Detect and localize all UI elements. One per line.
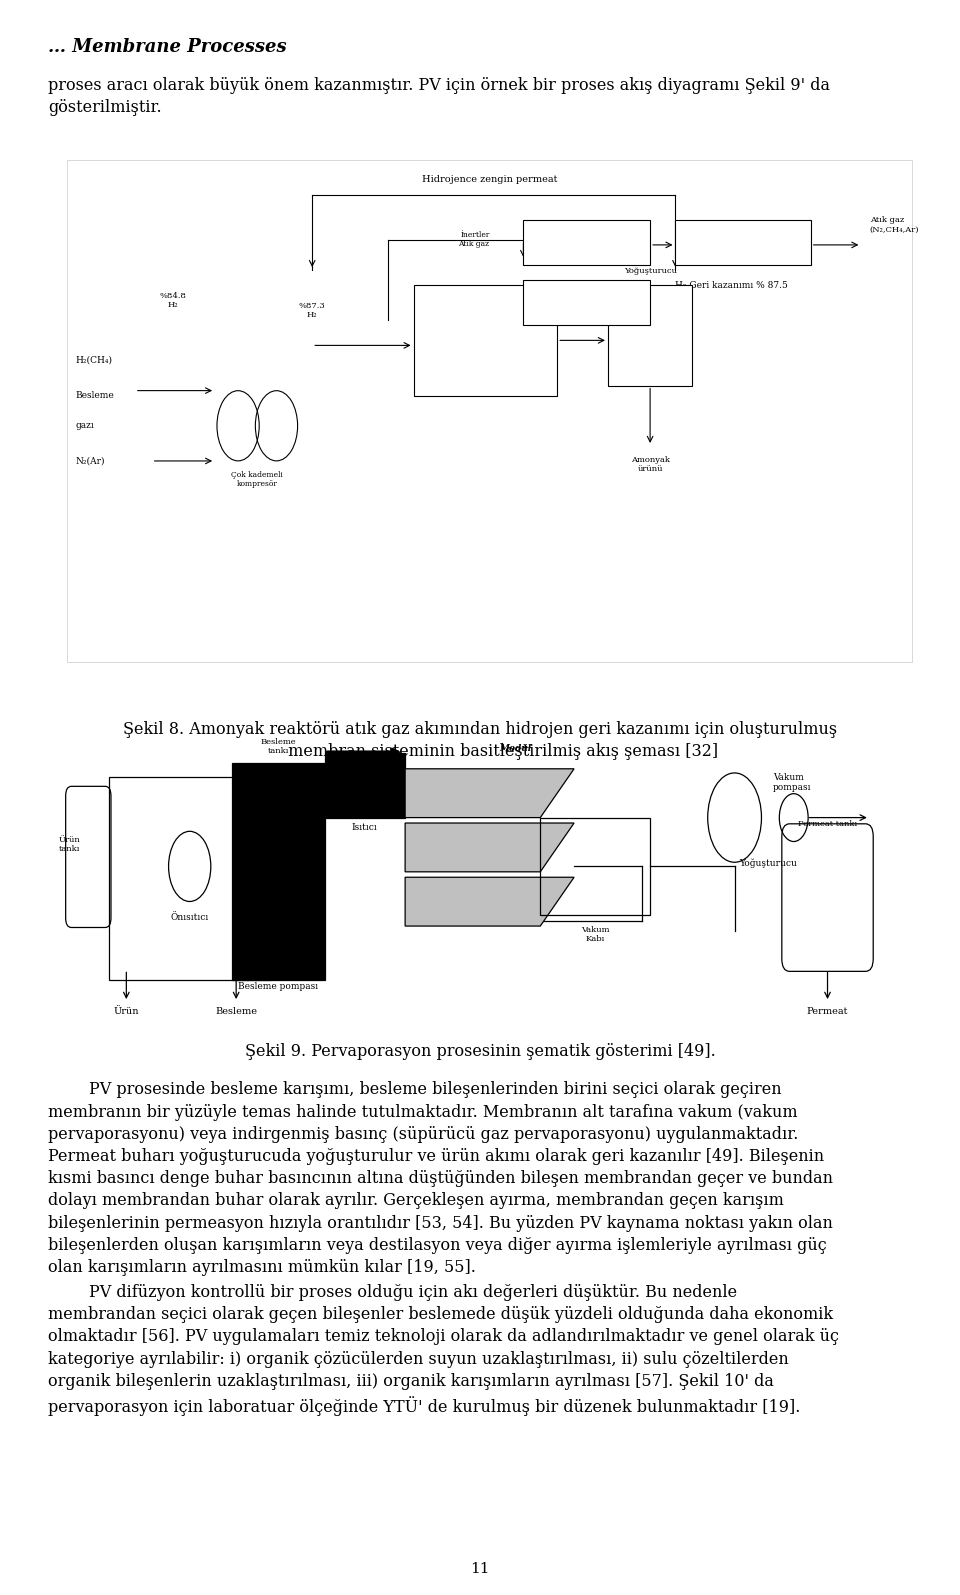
Text: Şekil 8. Amonyak reaktörü atık gaz akımından hidrojen geri kazanımı için oluştur: Şekil 8. Amonyak reaktörü atık gaz akımı… [123,721,837,761]
Polygon shape [405,823,574,872]
Text: PV prosesinde besleme karışımı, besleme bileşenlerinden birini seçici olarak geç: PV prosesinde besleme karışımı, besleme … [48,1081,833,1276]
Text: Besleme: Besleme [215,1008,257,1016]
Text: Besleme
tankı: Besleme tankı [260,738,297,756]
FancyBboxPatch shape [232,764,324,981]
Text: %62 H₂: %62 H₂ [532,286,561,293]
Text: Modül: Modül [499,745,531,753]
Text: PV difüzyon kontrollü bir proses olduğu için akı değerleri düşüktür. Bu nedenle
: PV difüzyon kontrollü bir proses olduğu … [48,1284,839,1416]
Text: Atık gaz
(N₂,CH₄,Ar): Atık gaz (N₂,CH₄,Ar) [870,217,920,233]
Text: N₂(Ar): N₂(Ar) [76,456,106,466]
Text: Amonyak
reaktörü
(135 atm): Amonyak reaktörü (135 atm) [465,327,506,354]
Text: Çok kademeli
kompresör: Çok kademeli kompresör [231,471,283,488]
Text: Isıtıcı: Isıtıcı [351,823,377,833]
FancyBboxPatch shape [523,281,650,325]
Text: H₂ Geri kazanımı % 87.5: H₂ Geri kazanımı % 87.5 [676,281,788,290]
Text: Besleme pompası: Besleme pompası [238,983,319,990]
Text: Vakum
Kabı: Vakum Kabı [581,927,610,943]
FancyBboxPatch shape [676,220,810,265]
Text: proses aracı olarak büyük önem kazanmıştır. PV için örnek bir proses akış diyagr: proses aracı olarak büyük önem kazanmışt… [48,77,830,116]
Text: 11: 11 [470,1562,490,1576]
Text: İnertler
Atık gaz: İnertler Atık gaz [459,231,490,249]
Text: gazı: gazı [76,421,94,431]
Text: Şekil 9. Pervaporasyon prosesinin şematik gösterimi [49].: Şekil 9. Pervaporasyon prosesinin şemati… [245,1043,715,1061]
Text: H₂(CH₄): H₂(CH₄) [76,356,112,365]
Text: Ürün
tankı: Ürün tankı [59,836,81,853]
Polygon shape [405,877,574,927]
Text: Besleme: Besleme [76,391,114,400]
Text: Permeat: Permeat [806,1008,849,1016]
FancyBboxPatch shape [414,286,557,396]
Text: %87.3
H₂: %87.3 H₂ [299,301,325,319]
Text: Yoğuşturucu: Yoğuşturucu [739,860,798,868]
FancyBboxPatch shape [608,286,692,386]
Text: %84.8
H₂: %84.8 H₂ [159,292,186,309]
Text: Hidrojence zengin permeat: Hidrojence zengin permeat [421,175,558,183]
Text: Yoğuşturucu: Yoğuşturucu [624,266,677,274]
FancyBboxPatch shape [324,753,405,818]
Text: Vakum
pompası: Vakum pompası [773,772,811,793]
FancyBboxPatch shape [523,220,650,265]
Polygon shape [405,769,574,818]
Text: Önısıtıcı: Önısıtıcı [171,914,209,922]
Text: Amonyak
ürünü: Amonyak ürünü [631,456,670,474]
Text: Permeat tankı: Permeat tankı [798,820,857,828]
Text: … Membrane Processes: … Membrane Processes [48,38,287,56]
Text: Ürün: Ürün [113,1008,139,1016]
